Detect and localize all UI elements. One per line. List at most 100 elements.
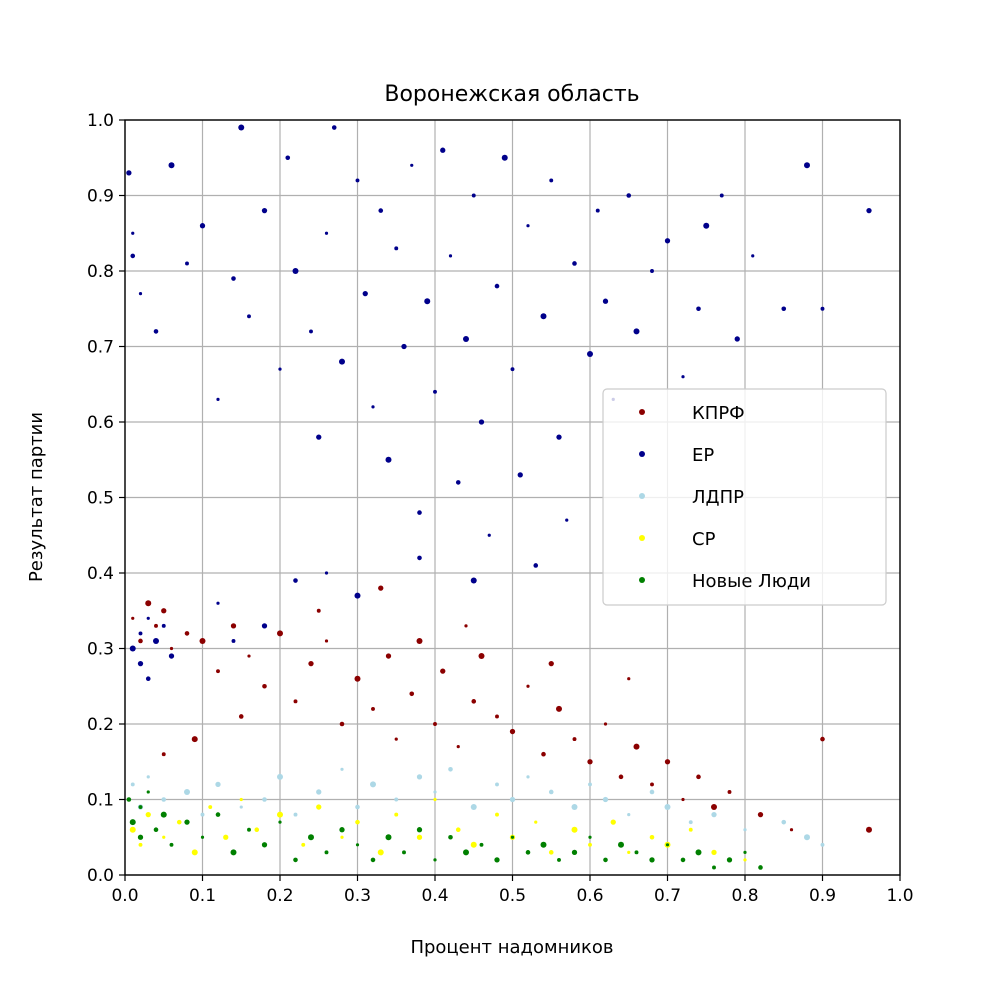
plot-frame <box>124 119 901 876</box>
data-point <box>464 624 468 628</box>
data-point <box>664 759 671 765</box>
data-point <box>734 336 740 342</box>
data-point <box>510 835 515 839</box>
data-point <box>501 154 508 161</box>
legend-entry-label: КПРФ <box>692 403 745 424</box>
data-point <box>433 790 437 794</box>
data-point <box>402 850 406 855</box>
data-point <box>145 600 152 607</box>
x-tick-label: 0.1 <box>189 886 216 906</box>
data-point <box>556 705 562 712</box>
data-point <box>355 843 360 847</box>
data-point <box>463 849 469 856</box>
data-point <box>571 804 578 811</box>
data-point <box>433 722 437 726</box>
data-point <box>588 835 592 839</box>
data-point <box>146 775 150 779</box>
data-point <box>556 434 562 440</box>
legend-entry-label: Новые Люди <box>692 571 811 592</box>
data-point <box>495 812 499 817</box>
data-point <box>340 767 344 771</box>
data-point <box>370 781 376 788</box>
data-point <box>696 774 701 780</box>
data-point <box>495 782 499 787</box>
data-point <box>478 419 485 425</box>
data-point <box>331 125 337 130</box>
data-point <box>200 812 205 817</box>
data-point <box>712 865 716 870</box>
data-point <box>146 790 150 794</box>
data-point <box>448 834 453 840</box>
data-point <box>602 796 609 803</box>
y-tick-label: 0.0 <box>87 866 114 886</box>
data-point <box>308 660 314 667</box>
data-point <box>230 849 237 856</box>
data-point <box>494 283 500 289</box>
data-point <box>719 193 724 198</box>
data-point <box>627 677 631 681</box>
data-point <box>649 834 655 840</box>
data-point <box>247 314 251 319</box>
data-point <box>602 298 609 304</box>
data-point <box>470 804 477 811</box>
y-tick-label: 0.5 <box>87 489 114 509</box>
data-point <box>184 631 190 636</box>
data-point <box>781 819 787 825</box>
data-point <box>603 722 608 726</box>
data-point <box>804 162 810 169</box>
data-point <box>781 306 787 312</box>
data-point <box>247 827 251 832</box>
data-point <box>162 835 166 839</box>
data-point <box>758 865 763 870</box>
data-point <box>145 811 151 818</box>
data-point <box>804 834 810 841</box>
data-point <box>448 767 453 772</box>
data-point <box>223 834 229 840</box>
data-point <box>440 147 446 153</box>
data-point <box>153 637 159 644</box>
data-point <box>820 306 825 311</box>
data-point <box>456 745 460 749</box>
data-point <box>626 193 632 198</box>
data-point <box>394 737 398 741</box>
data-point <box>433 797 437 802</box>
data-point <box>324 571 329 575</box>
data-point <box>130 782 135 787</box>
data-point <box>726 857 733 863</box>
data-point <box>316 608 321 613</box>
data-point <box>534 820 538 824</box>
data-point <box>238 714 244 719</box>
legend-marker <box>639 577 645 583</box>
data-point <box>751 254 755 258</box>
data-point <box>316 804 322 810</box>
data-point <box>216 601 220 605</box>
data-point <box>355 804 360 810</box>
data-point <box>293 812 298 817</box>
data-point <box>309 329 313 334</box>
data-point <box>129 819 136 826</box>
data-point <box>293 578 298 583</box>
data-point <box>587 759 593 765</box>
data-point <box>137 834 144 840</box>
data-point <box>526 775 530 779</box>
data-point <box>126 797 132 802</box>
data-point <box>324 850 329 855</box>
y-tick-label: 0.2 <box>87 715 114 735</box>
data-point <box>385 653 392 659</box>
data-point <box>401 343 407 350</box>
data-point <box>588 842 592 847</box>
data-point <box>495 714 499 719</box>
data-point <box>293 699 298 704</box>
x-tick-label: 0.2 <box>266 886 293 906</box>
data-point <box>603 857 608 863</box>
data-point <box>627 813 631 817</box>
data-point <box>696 306 701 312</box>
data-point <box>138 638 143 644</box>
data-point <box>627 850 631 854</box>
data-point <box>440 668 446 674</box>
data-point <box>471 193 476 198</box>
data-point <box>261 207 268 214</box>
data-point <box>385 834 392 841</box>
data-point <box>278 367 282 371</box>
